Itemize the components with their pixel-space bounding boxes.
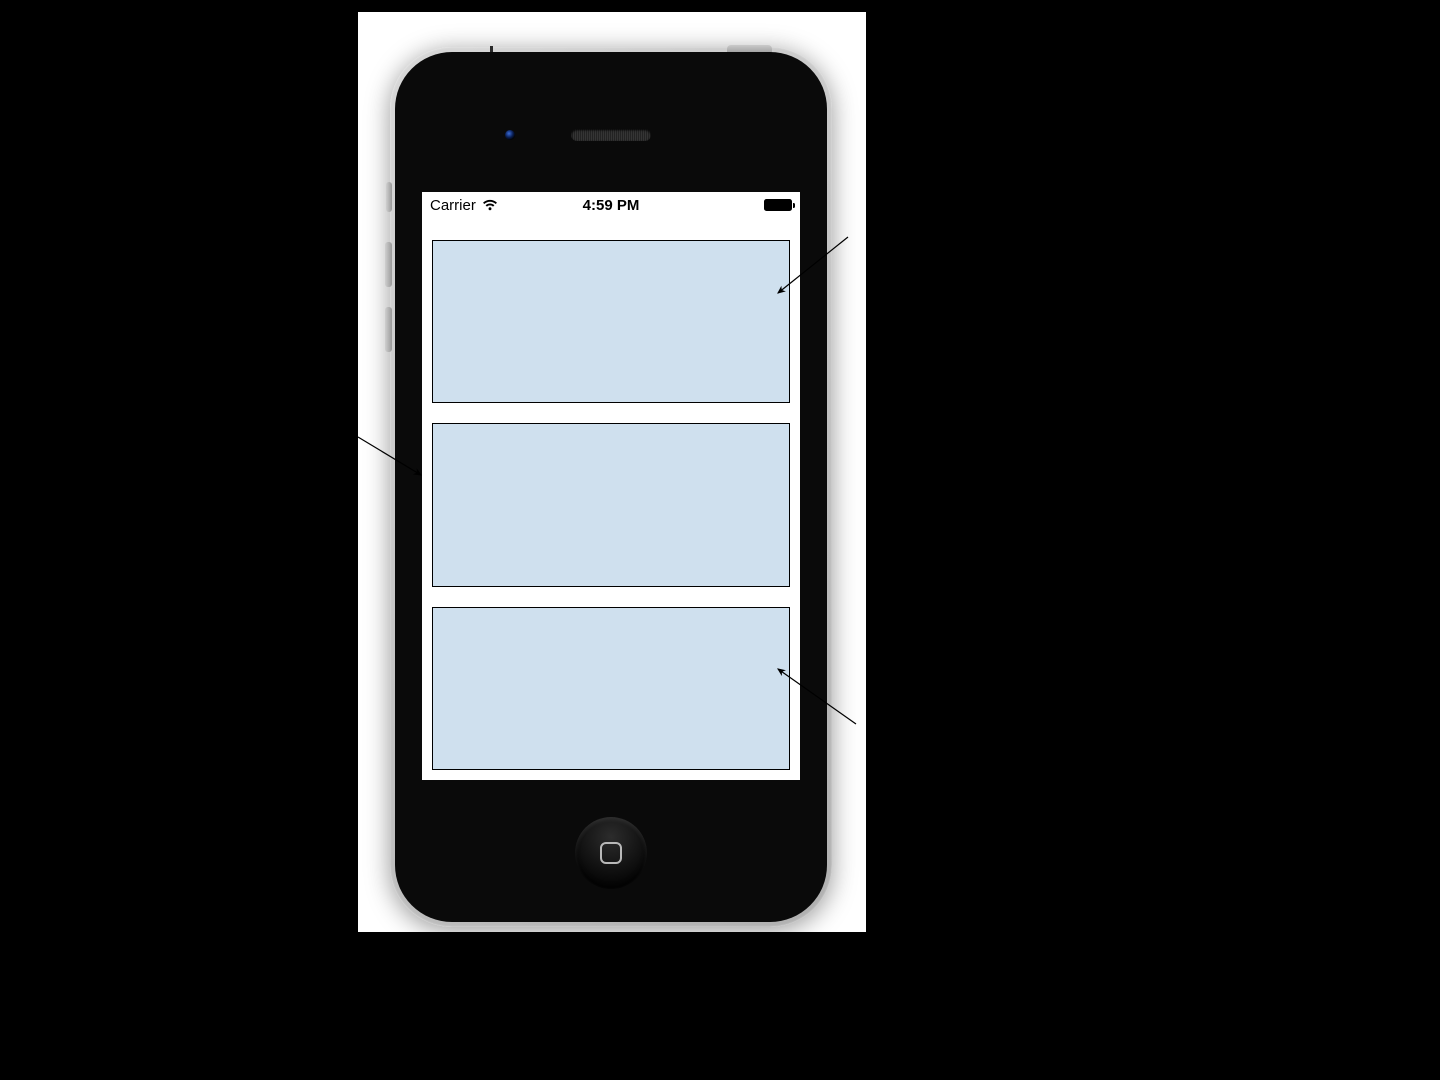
content-panel-3[interactable] [432,607,790,770]
content-panel-1[interactable] [432,240,790,403]
carrier-label: Carrier [430,197,476,214]
status-bar: Carrier 4:59 PM [422,192,800,218]
device-body: Carrier 4:59 PM [395,52,827,922]
home-button[interactable] [575,817,647,889]
home-button-glyph [600,842,622,864]
wifi-icon [482,199,498,211]
slide-canvas: Carrier 4:59 PM [358,12,866,932]
battery-icon [764,199,792,211]
content-panel-2[interactable] [432,423,790,586]
proximity-sensor [505,130,515,140]
volume-down-button[interactable] [385,307,392,352]
earpiece-speaker [571,129,651,141]
app-content [422,218,800,780]
device-screen: Carrier 4:59 PM [422,192,800,780]
volume-up-button[interactable] [385,242,392,287]
mute-switch[interactable] [386,182,392,212]
device-frame: Carrier 4:59 PM [390,47,832,927]
